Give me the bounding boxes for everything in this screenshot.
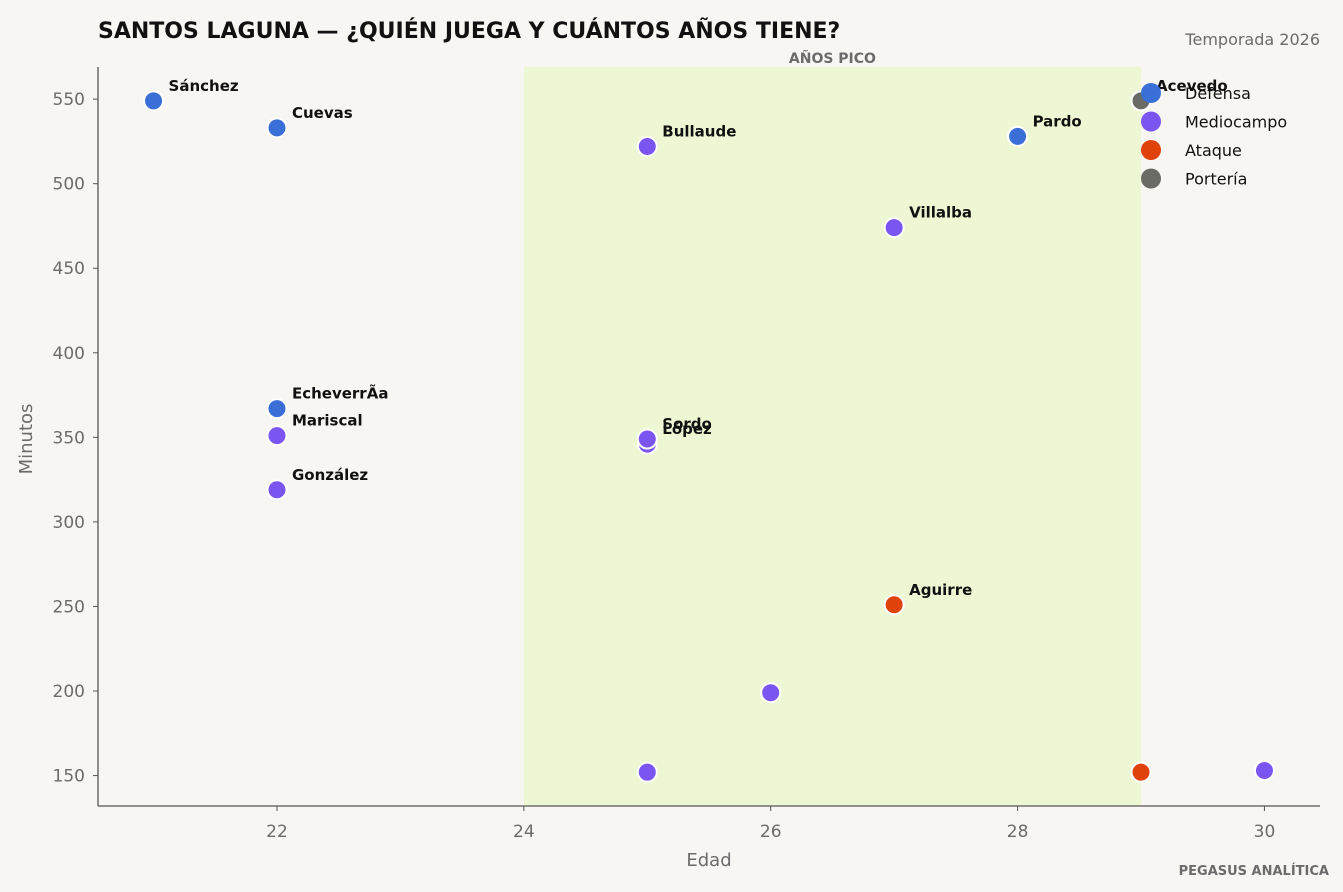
x-tick-label: 26 [760,822,782,842]
peak-band-rect [523,67,1142,806]
x-tick-label: 24 [513,822,535,842]
footer-credit: PEGASUS ANALÍTICA [1179,863,1329,879]
y-tick-label: 150 [53,767,85,787]
y-axis-label: Minutos [16,404,37,475]
legend-marker [1141,83,1161,103]
data-point [636,761,658,783]
data-point [760,682,782,704]
point-label: González [292,466,368,484]
axes: 22 24 26 28 30 150 200 250 300 350 400 450 500 550 [53,67,1320,842]
point-label: Mariscal [292,412,363,430]
point-labels: Sánchez Cuevas EcheverrÃ­a Mariscal González… [169,77,1228,599]
data-point [883,594,905,616]
legend-entry: Defensa [1185,84,1251,103]
point-label: Acevedo [1156,77,1228,95]
data-points [143,90,1275,783]
peak-band-label: AÑOS PICO [789,50,876,67]
y-tick-label: 250 [53,597,85,617]
data-point [1007,125,1029,147]
point-label: EcheverrÃ­a [292,384,388,403]
legend-entry: Mediocampo [1185,113,1287,132]
data-point [636,428,658,450]
point-label: Bullaude [662,122,736,140]
point-label: Cuevas [292,104,353,122]
y-tick-label: 550 [53,90,85,110]
data-point [1130,761,1152,783]
data-point [1253,759,1275,781]
data-point [143,90,165,112]
legend-marker [1141,140,1161,160]
legend-entry: Portería [1185,170,1247,189]
data-point [636,135,658,157]
data-point [266,479,288,501]
legend-marker [1141,168,1161,189]
point-label: Sánchez [169,77,239,95]
point-label: Pardo [1033,112,1082,130]
x-tick-label: 30 [1254,822,1276,842]
data-point [266,117,288,139]
y-tick-label: 350 [53,428,85,448]
legend: Defensa Mediocampo Ataque Portería [1141,83,1287,189]
x-tick-label: 28 [1007,822,1029,842]
data-point [883,217,905,239]
point-label: Aguirre [909,581,972,599]
data-point [266,398,288,420]
peak-years-band: AÑOS PICO [523,50,1142,806]
chart-subtitle: Temporada 2026 [1184,30,1320,49]
point-label: Sordo [662,415,712,433]
legend-marker [1141,111,1161,132]
y-tick-label: 500 [53,175,85,195]
data-point [266,425,288,447]
chart-title: SANTOS LAGUNA — ¿QUIÉN JUEGA Y CUÁNTOS A… [98,18,840,44]
y-tick-label: 200 [53,682,85,702]
legend-entry: Ataque [1185,141,1242,160]
point-label: Villalba [909,204,972,222]
y-tick-label: 300 [53,513,85,533]
y-tick-label: 450 [53,259,85,279]
point-label: López [662,420,712,438]
x-tick-label: 22 [266,822,288,842]
y-tick-label: 400 [53,344,85,364]
x-axis-label: Edad [686,850,731,871]
